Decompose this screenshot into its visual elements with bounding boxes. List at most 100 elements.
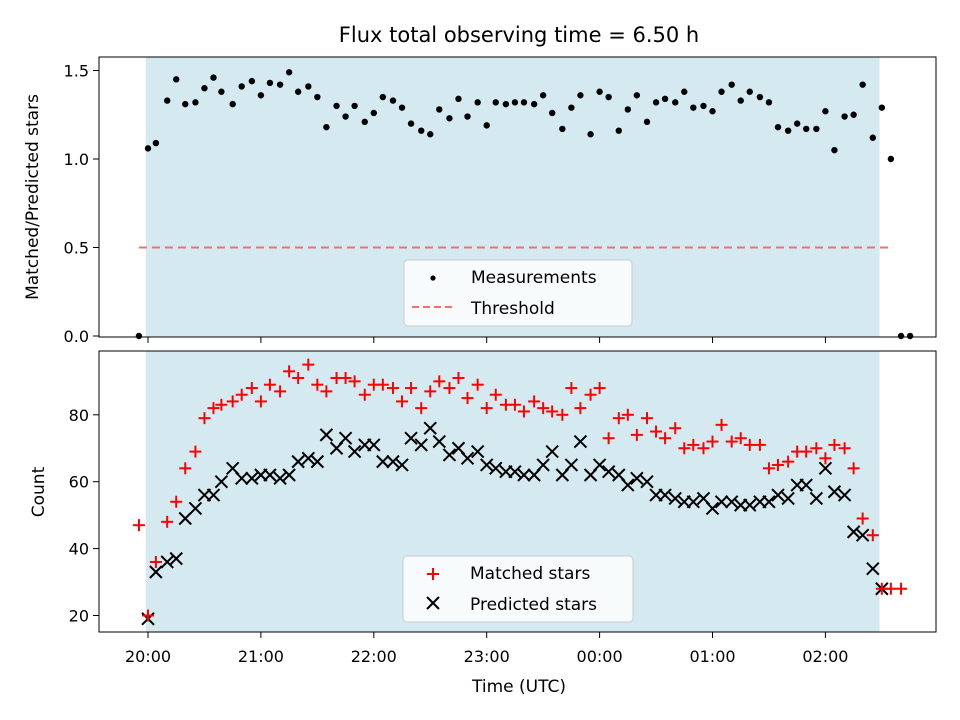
measurement-point — [841, 113, 848, 120]
measurement-point — [361, 118, 368, 126]
matched-star-point — [149, 555, 162, 568]
x-tick-label: 01:00 — [689, 647, 735, 666]
measurement-point — [643, 118, 651, 126]
measurement-point — [257, 92, 265, 99]
measurement-point — [455, 95, 462, 103]
matched-star-point — [376, 378, 389, 391]
predicted-star-point — [866, 561, 880, 576]
measurement-point — [587, 131, 594, 138]
matched-star-point — [743, 438, 756, 451]
bottom-legend-box — [402, 555, 634, 623]
measurement-point — [897, 332, 905, 340]
top-y-tick-label: 1.0 — [64, 150, 89, 169]
measurement-point — [568, 104, 575, 111]
legend-matched-marker — [427, 568, 439, 580]
legend-threshold-label: Threshold — [470, 299, 555, 319]
matched-star-point — [132, 519, 145, 532]
matched-star-point — [471, 378, 484, 391]
measurement-point — [756, 93, 764, 101]
matched-star-point — [687, 438, 700, 451]
matched-star-point — [725, 435, 738, 448]
matched-star-point — [621, 408, 634, 421]
bottom-y-axis-label: Count — [29, 466, 49, 517]
measurement-point — [436, 106, 443, 113]
predicted-star-point — [621, 478, 635, 492]
measurement-point — [681, 88, 688, 95]
predicted-star-point — [592, 458, 607, 472]
x-tick-label: 21:00 — [238, 647, 284, 666]
measurement-point — [700, 102, 707, 110]
predicted-star-point — [263, 468, 277, 482]
measurement-point — [615, 127, 622, 134]
measurement-point — [144, 145, 152, 152]
predicted-star-point — [564, 458, 579, 472]
measurement-point — [323, 123, 330, 131]
matched-star-point — [810, 442, 823, 455]
predicted-star-point — [640, 474, 654, 489]
measurement-point — [502, 100, 510, 108]
measurement-point — [407, 120, 415, 127]
predicted-star-point — [395, 458, 409, 472]
measurement-point — [737, 97, 744, 104]
measurement-point — [831, 146, 838, 154]
measurement-point — [229, 100, 236, 108]
matched-star-point — [669, 422, 682, 435]
matched-star-point — [602, 432, 615, 445]
measurement-point — [577, 92, 584, 99]
predicted-star-point — [724, 495, 739, 509]
measurement-point — [351, 102, 358, 110]
predicted-star-point — [470, 444, 485, 459]
measurement-point — [690, 104, 697, 111]
matched-star-point — [198, 412, 211, 425]
predicted-star-point — [827, 485, 842, 499]
matched-star-point — [405, 382, 418, 395]
predicted-star-point — [508, 464, 522, 479]
top-y-tick-label: 0.0 — [64, 327, 89, 346]
matched-star-point — [556, 408, 569, 421]
measurement-point — [548, 109, 556, 117]
predicted-star-point — [206, 488, 221, 502]
matched-star-point — [254, 395, 267, 408]
predicted-star-point — [338, 431, 353, 445]
measurement-point — [238, 83, 245, 90]
matched-star-point — [302, 358, 315, 371]
predicted-star-point — [658, 488, 672, 502]
matched-star-point — [320, 385, 333, 398]
matched-star-point — [508, 398, 521, 411]
predicted-star-point — [855, 528, 870, 542]
measurement-point — [850, 111, 857, 118]
measurement-point — [633, 92, 641, 99]
matched-star-point — [678, 442, 691, 455]
matched-star-point — [612, 412, 625, 425]
predicted-star-point — [319, 428, 334, 442]
matched-star-point — [424, 385, 437, 398]
matched-star-point — [856, 512, 869, 525]
matched-star-point — [630, 428, 643, 441]
bottom-y-tick-label: 60 — [69, 473, 89, 492]
measurement-point — [333, 102, 340, 110]
measurement-point — [784, 127, 792, 134]
measurement-point — [672, 99, 679, 106]
matched-star-point — [697, 442, 710, 455]
matched-star-point — [847, 462, 860, 475]
predicted-star-point — [799, 478, 813, 492]
predicted-star-point — [705, 501, 720, 516]
matched-star-point — [283, 365, 296, 378]
predicted-star-point — [367, 438, 381, 452]
top-y-tick-label: 0.5 — [64, 239, 89, 258]
measurement-point — [276, 81, 284, 88]
legend-matched-label: Matched stars — [470, 564, 590, 584]
matched-star-point — [396, 395, 409, 408]
top-axes-frame — [98, 56, 937, 338]
matched-star-point — [650, 425, 663, 438]
predicted-star-point — [809, 491, 824, 506]
predicted-star-point — [771, 488, 785, 502]
matched-star-point — [895, 582, 908, 595]
matched-star-point — [235, 388, 248, 401]
matched-star-point — [480, 402, 493, 415]
measurement-point — [596, 88, 603, 95]
matched-star-point — [433, 375, 446, 388]
measurement-point — [746, 88, 753, 95]
matched-star-point — [215, 398, 228, 411]
